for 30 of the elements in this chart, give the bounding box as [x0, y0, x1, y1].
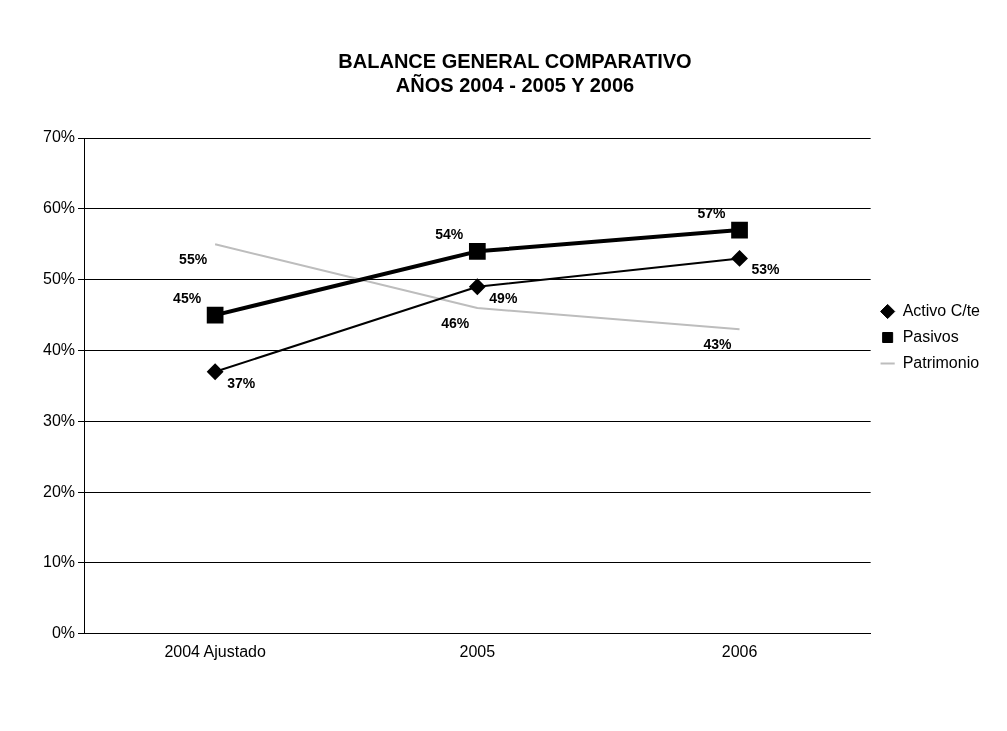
data-label: 45% — [173, 289, 202, 306]
text: AÑOS 2004 - 2005 Y 2006 — [395, 73, 635, 96]
data-label: 49% — [489, 289, 518, 306]
point — [468, 242, 486, 260]
y-tick-label: 0% — [51, 624, 76, 642]
data-label: 53% — [751, 261, 781, 278]
y-tick-label: 20% — [42, 482, 76, 500]
point — [731, 250, 748, 267]
legend-label: Activo C/te — [902, 301, 981, 319]
point — [469, 278, 486, 295]
data-label: 46% — [441, 314, 470, 331]
data-label: 54% — [435, 226, 464, 243]
x-tick-label: 2005 — [459, 642, 496, 660]
x-tick-label: 2006 — [721, 642, 758, 660]
data-label: 55% — [179, 251, 208, 268]
data-label: 37% — [227, 374, 256, 391]
legend-label: Patrimonio — [902, 353, 980, 371]
y-tick-label: 60% — [42, 199, 76, 217]
legend-label: Pasivos — [902, 327, 959, 345]
x-tick-label: 2004 Ajustado — [164, 642, 266, 660]
text: BALANCE GENERAL COMPARATIVO — [338, 49, 692, 72]
point — [731, 221, 748, 239]
y-tick-label: 30% — [42, 411, 76, 429]
y-tick-label: 70% — [42, 128, 76, 146]
y-tick-label: 50% — [42, 270, 76, 288]
data-label: 43% — [703, 336, 733, 353]
y-tick-label: 10% — [42, 553, 76, 571]
point — [206, 306, 224, 324]
y-tick-label: 40% — [42, 340, 76, 358]
point — [207, 363, 224, 380]
